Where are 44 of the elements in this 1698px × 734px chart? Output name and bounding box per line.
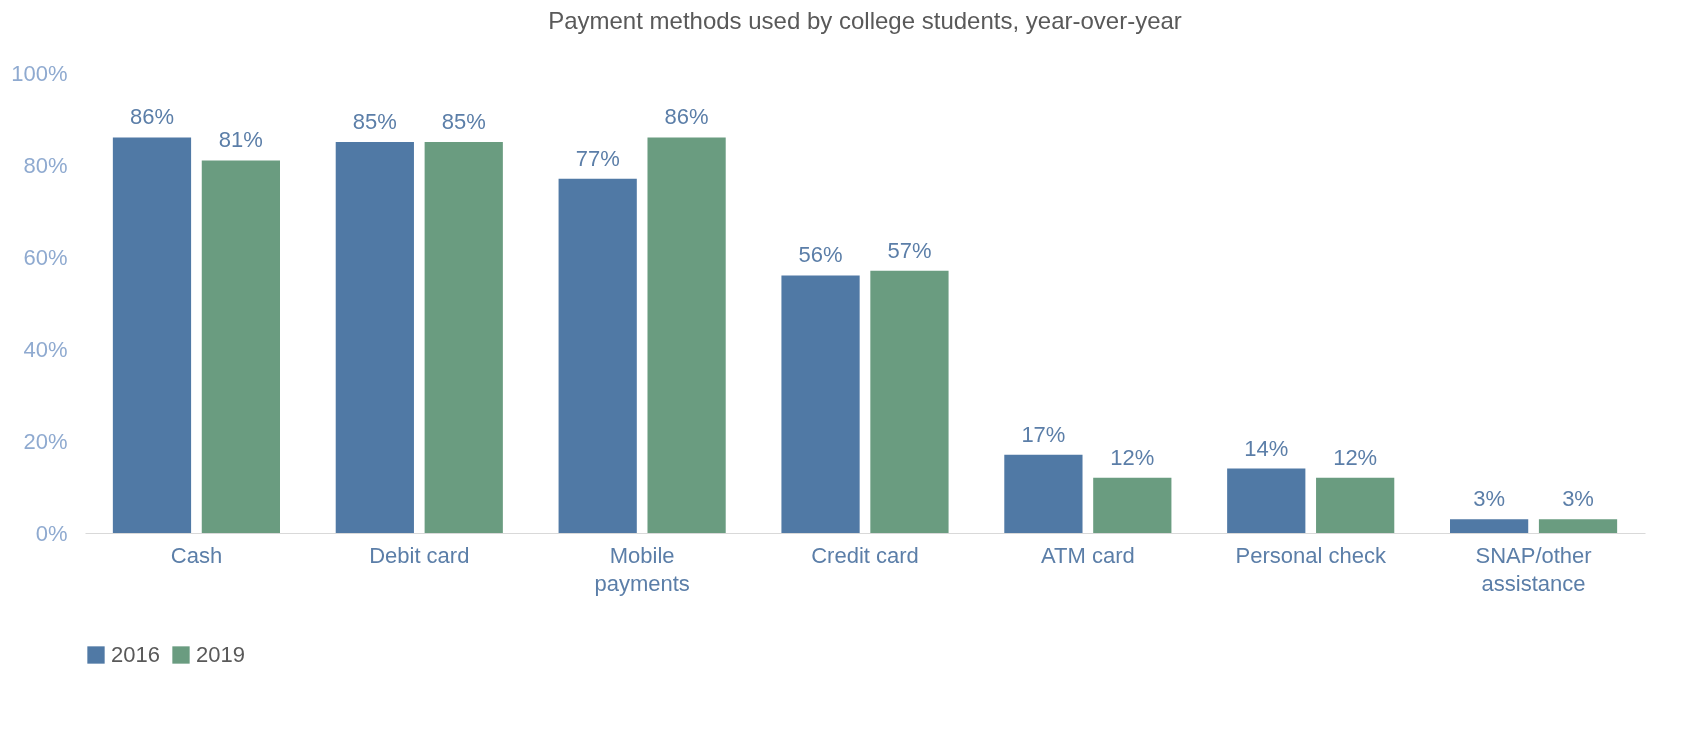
x-tick-label: Debit card	[369, 542, 470, 568]
bar	[1450, 519, 1529, 533]
bar	[112, 137, 192, 533]
data-label: 17%	[1021, 421, 1066, 447]
bar	[781, 275, 860, 533]
x-tick-label: Credit card	[811, 542, 919, 568]
bar	[1093, 477, 1172, 533]
x-tick-label: SNAP/other assistance	[1475, 542, 1592, 596]
y-tick-label: 40%	[23, 336, 68, 362]
data-label: 86%	[664, 104, 709, 130]
bar	[201, 160, 280, 533]
data-label: 12%	[1110, 444, 1155, 470]
x-tick-label: Cash	[170, 542, 223, 568]
bar	[558, 178, 637, 533]
data-label: 14%	[1244, 435, 1289, 461]
bar	[647, 137, 726, 533]
chart-title: Payment methods used by college students, year-over-year	[548, 7, 1182, 34]
data-label: 3%	[1473, 486, 1506, 512]
bar	[1538, 519, 1618, 533]
x-tick-label: Mobile payments	[594, 542, 690, 596]
data-label: 56%	[798, 242, 843, 268]
y-tick-label: 80%	[23, 152, 68, 178]
data-label: 81%	[218, 127, 263, 153]
bar	[1227, 468, 1306, 533]
bar	[424, 142, 503, 533]
data-label: 57%	[887, 237, 932, 263]
bar	[870, 270, 949, 533]
data-label: 85%	[352, 109, 397, 134]
y-tick-label: 60%	[23, 244, 68, 270]
data-label: 86%	[129, 104, 174, 130]
x-tick-label: Personal check	[1235, 542, 1387, 568]
data-label: 12%	[1333, 444, 1378, 470]
data-label: 77%	[575, 145, 620, 171]
legend-label: 2019	[196, 642, 245, 667]
bar	[1316, 477, 1395, 533]
data-label: 3%	[1562, 486, 1594, 512]
y-tick-label: 0%	[35, 520, 68, 546]
data-label: 85%	[441, 109, 486, 134]
y-tick-label: 20%	[23, 428, 68, 454]
y-tick-label: 100%	[11, 60, 68, 86]
bar	[1004, 454, 1083, 533]
x-tick-label: ATM card	[1041, 542, 1135, 568]
legend-label: 2016	[111, 642, 160, 667]
bar	[335, 142, 414, 533]
